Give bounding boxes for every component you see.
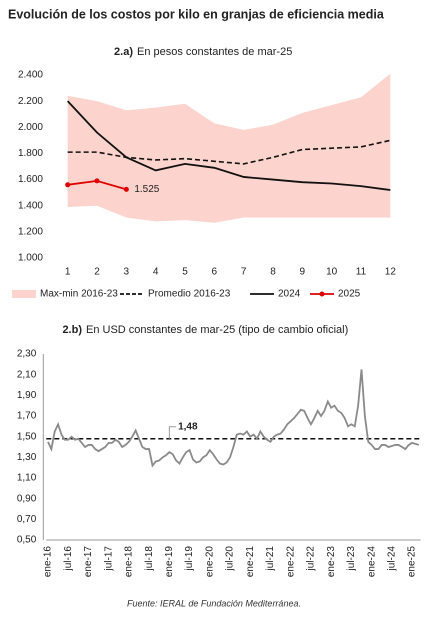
- legend-marker: [319, 291, 325, 297]
- y-tick-label: 1.600: [18, 174, 43, 185]
- panel-subtitle: En USD constantes de mar-25 (tipo de cam…: [86, 324, 348, 336]
- y-tick-label: 1,70: [17, 411, 37, 422]
- legend-label: 2024: [278, 289, 301, 300]
- value-label: 1.525: [134, 184, 159, 195]
- y-tick-label: 0,90: [17, 493, 37, 504]
- source: Fuente: IERAL de Fundación Mediterránea.: [127, 598, 301, 608]
- point: [94, 178, 100, 184]
- y-tick-label: 0,70: [17, 514, 37, 525]
- x-tick-label: 1: [65, 267, 71, 278]
- y-tick-label: 0,50: [17, 535, 37, 546]
- y-tick-label: 1.400: [18, 200, 43, 211]
- y-tick-label: 1.800: [18, 148, 43, 159]
- x-tick-label: ene-16: [43, 546, 54, 578]
- y-tick-label: 1.000: [18, 253, 43, 264]
- legend-label: 2025: [338, 289, 361, 300]
- x-tick-label: jul-16: [63, 546, 74, 572]
- panel-label: 2.a): [114, 46, 133, 58]
- range-band: [67, 73, 391, 223]
- x-tick-label: 2: [94, 267, 100, 278]
- x-tick-label: 3: [124, 267, 130, 278]
- x-tick-label: jul-20: [225, 546, 236, 572]
- page-title: Evolución de los costos por kilo en gran…: [8, 7, 385, 21]
- x-tick-label: ene-17: [83, 546, 94, 578]
- x-tick-label: jul-23: [346, 546, 357, 572]
- y-tick-label: 2,30: [17, 349, 37, 360]
- x-tick-label: 10: [326, 267, 338, 278]
- x-tick-label: ene-21: [245, 546, 256, 578]
- x-tick-label: ene-25: [407, 546, 418, 578]
- x-tick-label: ene-23: [326, 546, 337, 578]
- x-tick-label: 7: [241, 267, 247, 278]
- x-tick-label: jul-24: [386, 546, 397, 572]
- y-tick-label: 1,50: [17, 431, 37, 442]
- point: [65, 182, 71, 188]
- y-tick-label: 1,30: [17, 452, 37, 463]
- panel-subtitle: En pesos constantes de mar-25: [137, 46, 292, 58]
- reference-label: 1,48: [178, 421, 198, 432]
- x-tick-label: ene-20: [204, 546, 215, 578]
- x-tick-label: 9: [300, 267, 306, 278]
- y-tick-label: 2.200: [18, 96, 43, 107]
- legend-label: Promedio 2016-23: [148, 289, 231, 300]
- series-line: [67, 139, 391, 165]
- x-tick-label: ene-22: [285, 546, 296, 578]
- x-tick-label: 11: [356, 267, 367, 278]
- legend-swatch: [12, 290, 36, 298]
- y-tick-label: 2.000: [18, 122, 43, 133]
- y-tick-label: 1,10: [17, 473, 37, 484]
- x-tick-label: ene-24: [366, 546, 377, 578]
- y-tick-label: 1,90: [17, 390, 37, 401]
- x-tick-label: ene-18: [124, 546, 135, 578]
- x-tick-label: ene-19: [164, 546, 175, 578]
- x-tick-label: jul-18: [144, 546, 155, 572]
- x-tick-label: 4: [153, 267, 159, 278]
- x-tick-label: 8: [270, 267, 276, 278]
- y-tick-label: 1.200: [18, 226, 43, 237]
- legend-label: Max-min 2016-23: [40, 289, 118, 300]
- x-tick-label: jul-17: [103, 546, 114, 572]
- point: [123, 186, 129, 192]
- series-line: [47, 369, 420, 468]
- x-tick-label: jul-19: [184, 546, 195, 572]
- x-tick-label: jul-21: [265, 546, 276, 572]
- x-tick-label: 5: [182, 267, 188, 278]
- x-tick-label: jul-22: [306, 546, 317, 572]
- y-tick-label: 2,10: [17, 369, 37, 380]
- series-line: [67, 100, 391, 191]
- reference-pointer: [168, 426, 177, 439]
- panel-label: 2.b): [62, 324, 82, 336]
- y-tick-label: 2.400: [18, 70, 43, 81]
- x-tick-label: 12: [385, 267, 397, 278]
- x-tick-label: 6: [212, 267, 218, 278]
